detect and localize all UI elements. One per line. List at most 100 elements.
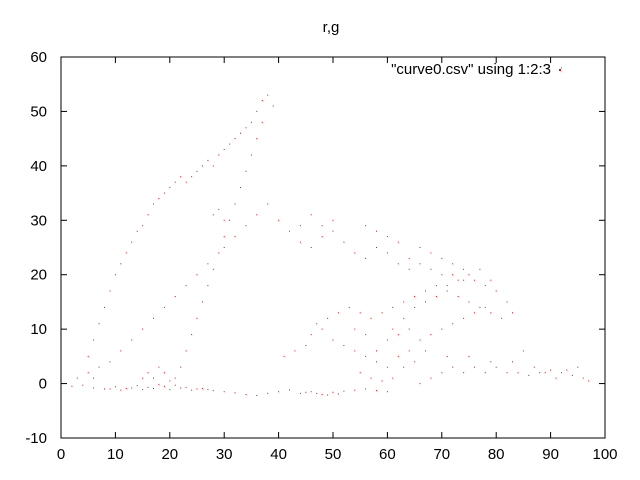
data-point (582, 377, 584, 379)
data-point (163, 306, 165, 308)
data-point (359, 312, 361, 314)
data-point (321, 236, 323, 238)
data-point (201, 301, 203, 303)
data-point (408, 268, 410, 270)
data-point (539, 372, 541, 374)
data-point (256, 214, 258, 216)
data-point (463, 317, 465, 319)
data-point (484, 306, 486, 308)
data-point (414, 296, 416, 297)
data-point (376, 350, 377, 352)
data-point (414, 361, 416, 363)
data-point (495, 290, 497, 292)
data-point (452, 263, 454, 265)
data-point (354, 350, 356, 352)
data-point (229, 143, 231, 145)
data-point (517, 372, 519, 374)
data-point (446, 290, 448, 292)
data-point (343, 241, 345, 243)
data-point (386, 236, 388, 238)
data-point (98, 323, 100, 325)
data-point (473, 312, 475, 314)
data-point (392, 306, 394, 308)
data-point (512, 361, 513, 363)
data-point (212, 165, 214, 167)
data-point (180, 387, 182, 389)
data-point (207, 263, 209, 265)
data-point (435, 296, 437, 297)
data-point (370, 377, 372, 379)
data-point (506, 301, 508, 303)
data-point (223, 391, 225, 393)
data-point (441, 257, 443, 259)
data-point (468, 274, 470, 276)
data-point (212, 390, 214, 392)
x-tick-label: 60 (379, 446, 396, 463)
data-point (104, 306, 105, 308)
data-point (348, 306, 350, 308)
data-point (299, 225, 301, 227)
y-tick-label: 60 (30, 49, 47, 66)
data-point (234, 392, 236, 394)
data-point (147, 214, 149, 216)
data-point (495, 366, 497, 368)
data-point (354, 328, 356, 330)
data-point (256, 395, 258, 396)
data-point (147, 386, 149, 388)
data-point (419, 383, 421, 385)
x-tick-label: 100 (592, 446, 617, 463)
data-point (142, 377, 144, 379)
data-point (397, 355, 399, 357)
data-point (571, 374, 573, 376)
data-point (299, 392, 301, 394)
data-point (185, 386, 187, 388)
data-point (386, 339, 388, 341)
y-tick-label: 50 (30, 103, 47, 120)
data-point (588, 380, 590, 382)
data-point (321, 328, 323, 330)
data-point (278, 219, 280, 221)
data-point (201, 165, 203, 167)
data-point (484, 285, 486, 287)
data-point (419, 339, 421, 341)
data-point (463, 279, 465, 281)
data-point (245, 127, 247, 129)
data-point (528, 374, 530, 376)
data-point (212, 268, 214, 270)
data-point (153, 203, 154, 205)
data-point (163, 385, 165, 387)
data-point (234, 138, 236, 140)
data-point (267, 94, 269, 96)
x-tick-label: 10 (107, 446, 124, 463)
data-point (180, 366, 182, 368)
data-point (397, 241, 399, 243)
data-point (479, 306, 481, 308)
x-tick-label: 40 (270, 446, 287, 463)
data-point (310, 247, 312, 248)
y-tick-label: 0 (39, 376, 47, 393)
data-point (212, 214, 214, 216)
data-point (386, 252, 388, 254)
data-point (561, 372, 562, 374)
data-point (425, 301, 426, 303)
data-point (365, 225, 367, 227)
data-point (365, 355, 367, 357)
data-point (446, 285, 448, 287)
data-point (207, 159, 209, 161)
plot-frame (60, 56, 606, 439)
data-point (261, 121, 263, 123)
data-point (310, 334, 312, 336)
data-point (142, 328, 144, 330)
data-point (381, 380, 383, 382)
data-point (512, 312, 513, 314)
data-point (343, 390, 345, 392)
data-point (365, 257, 367, 259)
data-point (501, 317, 503, 319)
points-layer (71, 67, 590, 396)
data-point (332, 391, 334, 393)
data-point (332, 230, 334, 232)
data-point (457, 296, 459, 297)
data-point (125, 252, 127, 254)
data-point (463, 372, 465, 374)
data-point (430, 268, 432, 270)
